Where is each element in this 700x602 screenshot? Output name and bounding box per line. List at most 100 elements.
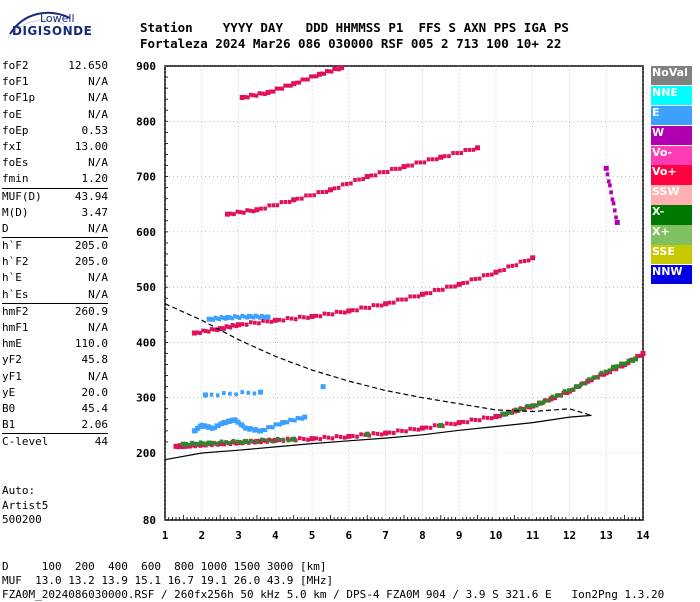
echo-point [389,166,394,171]
echo-point [438,422,444,428]
echo-point [298,436,302,441]
echo-point [432,423,437,428]
param-row: M(D) 3.47 [2,205,108,221]
echo-point [285,420,290,425]
param-name: fxI [2,139,22,153]
echo-point [277,86,282,91]
echo-point [542,399,546,404]
echo-point [234,392,238,397]
echo-point [248,208,253,213]
echo-point [430,157,435,162]
echo-point [217,317,222,322]
param-row: hmE 110.0 [2,336,108,352]
echo-point [349,181,353,186]
ionospheric-parameters: foF2 12.650 foF1 N/A foF1p N/A foE N/A foEp 0.53 f… [2,58,108,451]
polarization-legend: NoVal NNE E W Vo- Vo+ SSW X- X+ SSE NNW [651,66,692,285]
echo-point [251,209,256,214]
echo-point [326,311,331,316]
echo-point [428,425,433,430]
echo-point [364,431,370,437]
echo-point [361,177,365,182]
echo-point [414,160,419,165]
echo-point [637,353,641,358]
echo-point [262,314,266,319]
param-name: h`E [2,271,22,285]
x-tick-label: 7 [382,529,389,542]
echo-point [506,264,510,269]
echo-point [459,151,463,155]
echo-point [228,315,232,320]
echo-point [245,208,249,213]
echo-point [286,438,291,443]
echo-point [246,95,250,100]
param-row: foF1 N/A [2,74,108,90]
echo-point [230,323,235,328]
param-value: N/A [88,321,108,334]
echo-point [461,419,466,424]
y-tick-label: 900 [136,60,156,73]
legend-item: SSW [651,185,692,205]
echo-point [219,439,224,444]
param-name: B1 [2,418,16,432]
echo-point [237,315,242,320]
echo-point [614,219,620,225]
echo-point [297,80,302,85]
echo-point [233,314,237,319]
param-row: foF1p N/A [2,90,108,106]
echo-point [345,181,349,186]
legend-item: E [651,105,692,126]
echo-point [224,420,229,425]
echo-point [251,315,256,320]
echo-point [465,420,470,425]
echo-point [226,324,231,329]
echo-point [220,326,224,331]
echo-point [434,157,439,162]
echo-point [254,439,259,444]
muf-footer: D 100 200 400 600 800 1000 1500 3000 [km… [2,560,664,602]
echo-point [263,92,267,97]
echo-point [408,426,412,431]
echo-point [255,314,260,319]
param-row: yF2 45.8 [2,352,108,368]
echo-point [274,86,279,91]
echo-point [400,428,404,433]
echo-point [260,437,264,442]
echo-point [222,442,227,447]
echo-point [419,425,425,431]
echo-point [213,315,218,320]
echo-point [396,297,400,302]
echo-point [391,300,396,305]
echo-point [202,392,208,398]
echo-point [334,309,339,314]
autoscaling-info: Auto: Artist5 500200 [2,484,48,528]
echo-point [204,442,209,447]
echo-point [254,93,259,98]
echo-point [342,310,347,315]
echo-point [591,376,595,381]
y-tick-label: 700 [136,171,156,184]
echo-point [626,358,631,363]
legend-item: Vo+ [651,165,692,185]
echo-point [280,86,285,91]
echo-point [595,374,600,379]
echo-point [449,421,453,426]
echo-point [616,364,621,369]
echo-point [416,294,421,299]
echo-point [228,325,233,330]
echo-point [367,305,372,310]
echo-point [194,428,198,433]
echo-point [628,358,633,363]
echo-point [363,305,367,310]
x-tick-label: 1 [162,529,169,542]
legend-item: X- [651,205,692,225]
y-tick-label: 500 [136,281,156,294]
echo-point [271,203,276,208]
echo-point [288,417,292,422]
echo-point [242,314,247,319]
param-value: N/A [88,221,108,235]
echo-point [383,301,389,307]
param-row: hmF1 N/A [2,320,108,336]
param-separator [2,187,108,189]
echo-point [400,297,404,302]
